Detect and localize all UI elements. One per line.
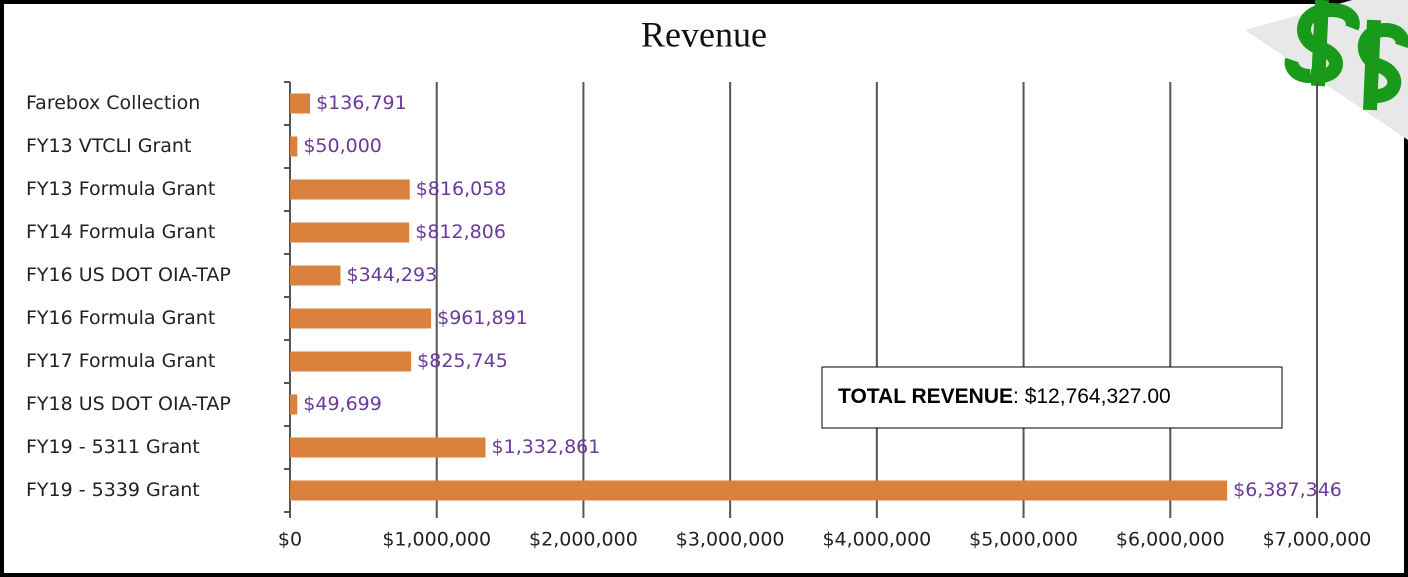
value-label: $961,891 — [437, 307, 528, 329]
chart-title: Revenue — [641, 14, 767, 54]
y-tick-label: FY14 Formula Grant — [26, 221, 215, 243]
value-label: $1,332,861 — [492, 436, 601, 458]
value-label: $816,058 — [416, 178, 507, 200]
bar — [290, 180, 410, 200]
value-label: $136,791 — [316, 92, 407, 114]
value-label: $812,806 — [415, 221, 506, 243]
bar — [290, 395, 297, 415]
y-tick-label: FY13 VTCLI Grant — [26, 135, 191, 157]
x-tick-label: $7,000,000 — [1263, 529, 1372, 551]
total-box: TOTAL REVENUE: $12,764,327.00 — [822, 367, 1282, 428]
value-label: $49,699 — [303, 393, 382, 415]
y-tick-label: FY19 - 5339 Grant — [26, 479, 200, 501]
bar — [290, 94, 310, 114]
bar — [290, 352, 411, 372]
chart: Revenue $0 $1,000,000 $2,000,000 $3,000,000… — [0, 0, 1408, 577]
value-label: $50,000 — [303, 135, 382, 157]
bar — [290, 223, 409, 243]
y-tick-label: FY19 - 5311 Grant — [26, 436, 200, 458]
value-label: $825,745 — [417, 350, 508, 372]
value-label: $6,387,346 — [1233, 479, 1342, 501]
y-tick-label: FY17 Formula Grant — [26, 350, 215, 372]
annotation-label: TOTAL REVENUE — [838, 385, 1013, 408]
bar — [290, 438, 486, 458]
bar — [290, 137, 297, 157]
bar — [290, 481, 1227, 501]
bar — [290, 309, 431, 329]
x-tick-label: $6,000,000 — [1116, 529, 1225, 551]
x-tick-label: $4,000,000 — [822, 529, 931, 551]
y-tick-label: FY16 Formula Grant — [26, 307, 215, 329]
page: {"chart_data": {"type": "bar", "orientat… — [0, 0, 1408, 577]
x-tick-label: $0 — [278, 529, 302, 551]
annotation-text: : $12,764,327.00 — [1013, 385, 1171, 408]
x-tick-label: $5,000,000 — [969, 529, 1078, 551]
value-label: $344,293 — [347, 264, 438, 286]
x-tick-label: $3,000,000 — [676, 529, 785, 551]
y-tick-label: FY18 US DOT OIA-TAP — [26, 393, 231, 415]
y-tick-label: FY13 Formula Grant — [26, 178, 215, 200]
x-tick-label: $1,000,000 — [382, 529, 491, 551]
bar — [290, 266, 341, 286]
x-tick-label: $2,000,000 — [529, 529, 638, 551]
y-tick-label: Farebox Collection — [26, 92, 200, 114]
annotation: TOTAL REVENUE: $12,764,327.00 — [838, 385, 1171, 408]
y-tick-label: FY16 US DOT OIA-TAP — [26, 264, 231, 286]
